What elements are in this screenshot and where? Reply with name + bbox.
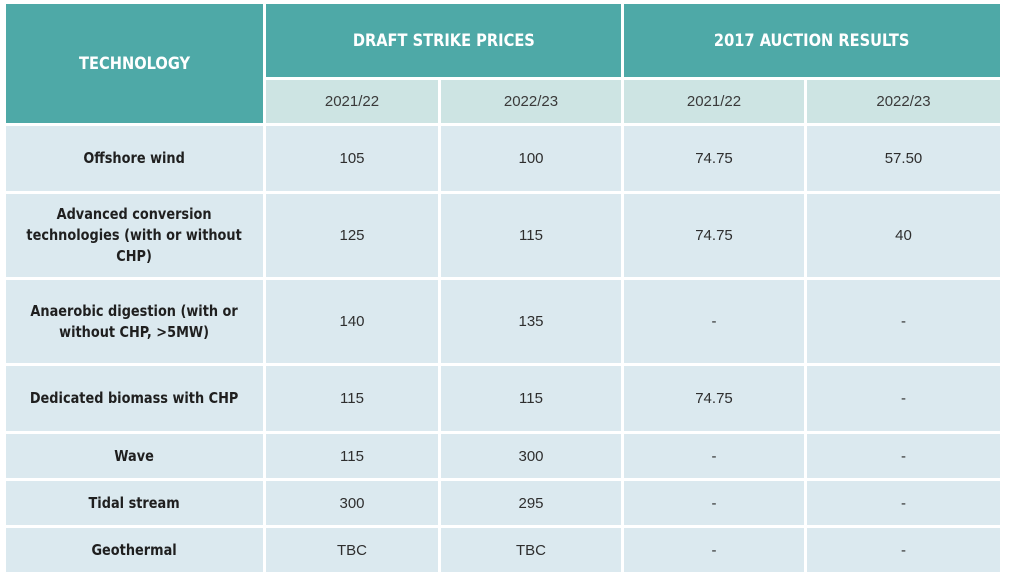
technology-name: Wave xyxy=(114,446,155,465)
value-cell: 105 xyxy=(266,126,438,191)
value-cell: 74.75 xyxy=(624,366,804,431)
table-header: TECHNOLOGY DRAFT STRIKE PRICES 2017 AUCT… xyxy=(6,4,1000,123)
technology-name: Advanced conversion technologies (with o… xyxy=(26,205,243,265)
technology-cell: Wave xyxy=(6,434,263,478)
value-cell: - xyxy=(807,280,1000,363)
header-year-row: 2021/22 2022/23 2021/22 2022/23 xyxy=(6,80,1000,123)
technology-name: Geothermal xyxy=(91,540,178,559)
table-row: Anaerobic digestion (with or without CHP… xyxy=(6,280,1000,363)
table-row: Tidal stream 300 295 - - xyxy=(6,481,1000,525)
technology-header: TECHNOLOGY xyxy=(6,4,263,123)
header-group-row: TECHNOLOGY DRAFT STRIKE PRICES 2017 AUCT… xyxy=(6,4,1000,123)
value-cell: 115 xyxy=(266,366,438,431)
value-cell: 100 xyxy=(441,126,621,191)
technology-name: Tidal stream xyxy=(88,493,181,512)
auction-results-label: 2017 AUCTION RESULTS xyxy=(714,30,910,51)
value-cell: 135 xyxy=(441,280,621,363)
table-row: Offshore wind 105 100 74.75 57.50 xyxy=(6,126,1000,191)
technology-cell: Advanced conversion technologies (with o… xyxy=(6,194,263,277)
value-cell: 140 xyxy=(266,280,438,363)
value-cell: 300 xyxy=(441,434,621,478)
value-cell: 40 xyxy=(807,194,1000,277)
table-row: Dedicated biomass with CHP 115 115 74.75… xyxy=(6,366,1000,431)
value-cell: 74.75 xyxy=(624,126,804,191)
value-cell: - xyxy=(807,366,1000,431)
value-cell: TBC xyxy=(441,528,621,572)
year-header-draft-2021: 2021/22 xyxy=(266,80,438,123)
technology-name: Anaerobic digestion (with or without CHP… xyxy=(30,301,239,341)
year-header-auction-2022: 2022/23 xyxy=(807,80,1000,123)
value-cell: 57.50 xyxy=(807,126,1000,191)
technology-cell: Tidal stream xyxy=(6,481,263,525)
year-header-auction-2021: 2021/22 xyxy=(624,80,804,123)
draft-strike-prices-header: DRAFT STRIKE PRICES xyxy=(266,4,621,77)
technology-cell: Dedicated biomass with CHP xyxy=(6,366,263,431)
value-cell: 300 xyxy=(266,481,438,525)
strike-price-table: TECHNOLOGY DRAFT STRIKE PRICES 2017 AUCT… xyxy=(3,1,1003,575)
value-cell: - xyxy=(624,528,804,572)
value-cell: - xyxy=(624,280,804,363)
value-cell: 125 xyxy=(266,194,438,277)
year-header-draft-2022: 2022/23 xyxy=(441,80,621,123)
technology-header-label: TECHNOLOGY xyxy=(78,53,191,74)
value-cell: 74.75 xyxy=(624,194,804,277)
auction-results-header: 2017 AUCTION RESULTS xyxy=(624,4,1000,77)
value-cell: 115 xyxy=(266,434,438,478)
value-cell: - xyxy=(624,434,804,478)
table-row: Wave 115 300 - - xyxy=(6,434,1000,478)
table-body: Offshore wind 105 100 74.75 57.50 Advanc… xyxy=(6,126,1000,572)
technology-cell: Offshore wind xyxy=(6,126,263,191)
table-row: Advanced conversion technologies (with o… xyxy=(6,194,1000,277)
value-cell: - xyxy=(807,481,1000,525)
technology-name: Offshore wind xyxy=(83,149,186,167)
value-cell: 115 xyxy=(441,194,621,277)
value-cell: - xyxy=(807,528,1000,572)
value-cell: - xyxy=(807,434,1000,478)
value-cell: 115 xyxy=(441,366,621,431)
technology-name: Dedicated biomass with CHP xyxy=(30,389,239,407)
draft-strike-prices-label: DRAFT STRIKE PRICES xyxy=(352,30,535,51)
value-cell: TBC xyxy=(266,528,438,572)
table-row: Geothermal TBC TBC - - xyxy=(6,528,1000,572)
value-cell: 295 xyxy=(441,481,621,525)
technology-cell: Anaerobic digestion (with or without CHP… xyxy=(6,280,263,363)
technology-cell: Geothermal xyxy=(6,528,263,572)
value-cell: - xyxy=(624,481,804,525)
